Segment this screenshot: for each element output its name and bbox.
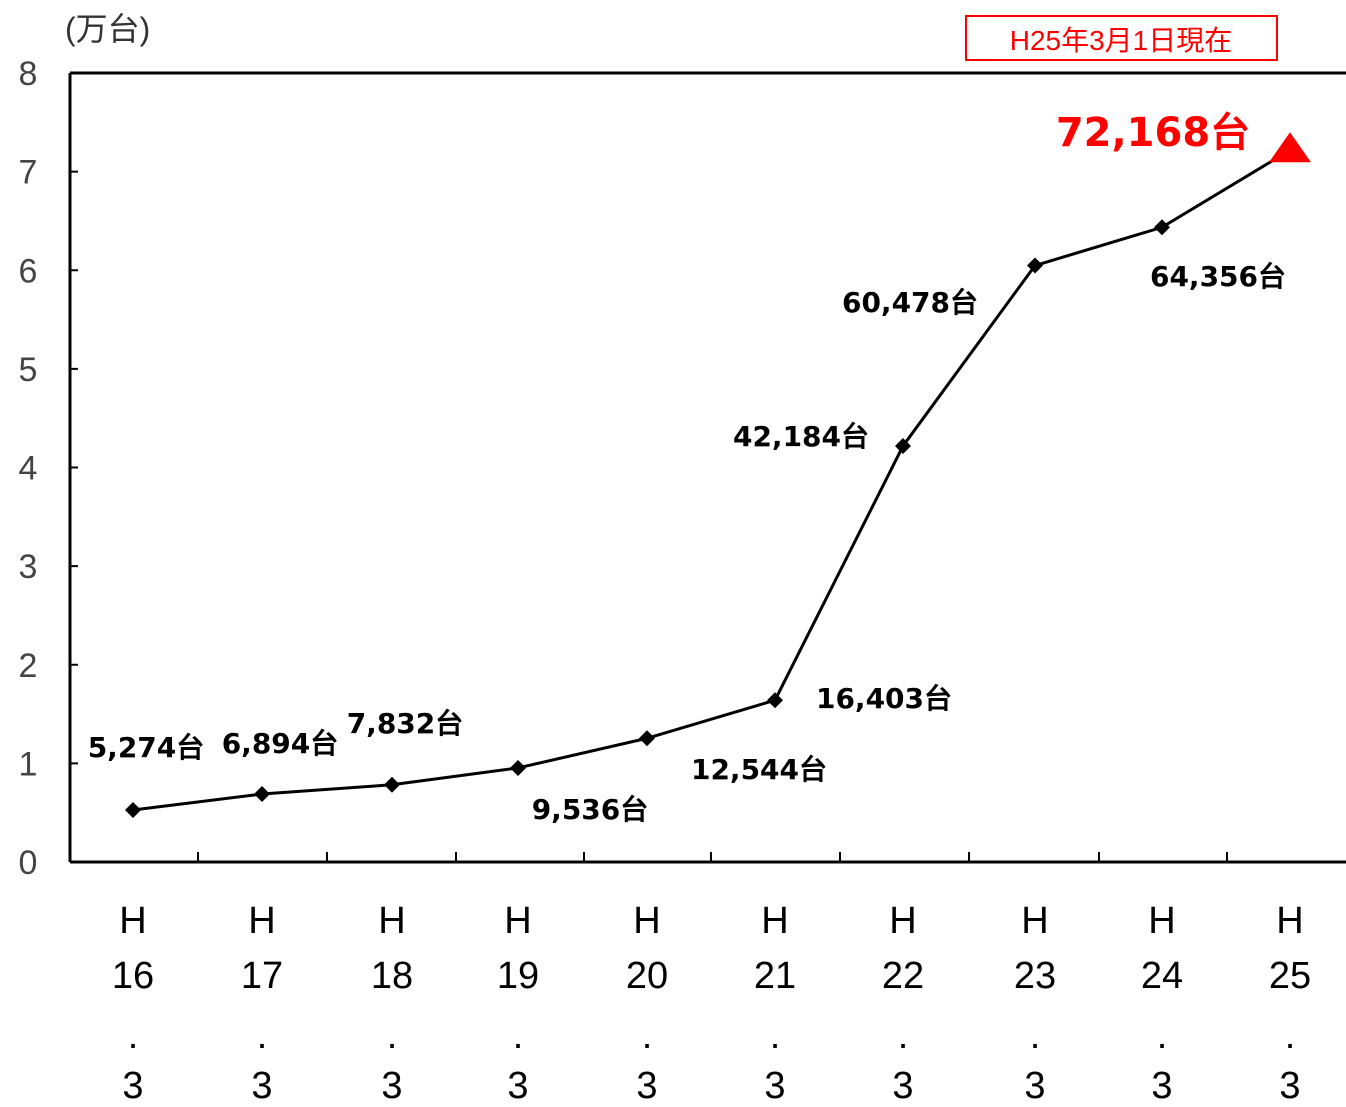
x-category-dot-label: . (1285, 1015, 1296, 1057)
x-category-month-label: 3 (507, 1065, 528, 1107)
x-category-month-label: 3 (764, 1065, 785, 1107)
x-category-dot-label: . (128, 1015, 139, 1057)
x-category-era-label: H (1021, 900, 1048, 942)
x-category-month-label: 3 (1024, 1065, 1045, 1107)
x-category-year-label: 25 (1269, 955, 1311, 997)
data-point-marker (639, 730, 655, 747)
y-tick-label: 5 (19, 351, 38, 389)
data-label: 5,274台 (88, 731, 205, 764)
x-category-year-label: 21 (754, 955, 796, 997)
x-category-era-label: H (1148, 900, 1175, 942)
y-tick-label: 3 (19, 548, 38, 586)
x-category-dot-label: . (898, 1015, 909, 1057)
y-tick-label: 2 (19, 647, 38, 685)
x-category-era-label: H (248, 900, 275, 942)
data-label: 9,536台 (532, 793, 649, 826)
plot-area: 012345678H16.3H17.3H18.3H19.3H20.3H21.3H… (19, 55, 1346, 1107)
x-category-month-label: 3 (381, 1065, 402, 1107)
x-category-year-label: 23 (1014, 955, 1056, 997)
data-point-marker (1154, 219, 1170, 236)
status-box: H25年3月1日現在 (965, 15, 1278, 61)
x-category-year-label: 18 (371, 955, 413, 997)
x-category-era-label: H (119, 900, 146, 942)
x-category-era-label: H (889, 900, 916, 942)
data-label: 7,832台 (347, 707, 464, 740)
x-category-month-label: 3 (892, 1065, 913, 1107)
highlight-triangle-marker (1269, 132, 1311, 163)
x-category-year-label: 16 (112, 955, 154, 997)
x-category-era-label: H (1276, 900, 1303, 942)
x-category-dot-label: . (387, 1015, 398, 1057)
x-category-month-label: 3 (1279, 1065, 1300, 1107)
x-category-month-label: 3 (1151, 1065, 1172, 1107)
status-box-text: H25年3月1日現在 (1010, 25, 1233, 56)
x-category-month-label: 3 (251, 1065, 272, 1107)
data-label: 72,168台 (1056, 110, 1250, 156)
data-point-marker (384, 776, 400, 793)
y-tick-label: 4 (19, 450, 38, 488)
x-category-era-label: H (761, 900, 788, 942)
data-point-marker (767, 692, 783, 709)
data-point-marker (125, 801, 141, 818)
data-label: 12,544台 (691, 753, 827, 786)
x-category-month-label: 3 (122, 1065, 143, 1107)
x-category-dot-label: . (770, 1015, 781, 1057)
y-tick-label: 0 (19, 844, 38, 882)
x-category-year-label: 22 (882, 955, 924, 997)
data-label: 16,403台 (816, 682, 952, 715)
data-label: 60,478台 (842, 286, 978, 319)
data-label: 6,894台 (222, 727, 339, 760)
x-category-era-label: H (378, 900, 405, 942)
x-category-month-label: 3 (636, 1065, 657, 1107)
data-point-marker (254, 786, 270, 803)
y-axis-unit-label: (万台) (65, 11, 150, 47)
y-tick-label: 1 (19, 745, 38, 783)
data-point-marker (1027, 257, 1043, 274)
x-category-dot-label: . (513, 1015, 524, 1057)
x-category-dot-label: . (257, 1015, 268, 1057)
data-point-marker (895, 437, 911, 454)
y-tick-label: 7 (19, 154, 38, 192)
y-tick-label: 8 (19, 55, 38, 93)
x-category-era-label: H (633, 900, 660, 942)
x-category-year-label: 19 (497, 955, 539, 997)
x-category-era-label: H (504, 900, 531, 942)
x-category-year-label: 20 (626, 955, 668, 997)
x-category-year-label: 17 (241, 955, 283, 997)
x-category-year-label: 24 (1141, 955, 1183, 997)
data-point-marker (510, 759, 526, 776)
y-tick-label: 6 (19, 252, 38, 290)
status-box-frame (965, 15, 1278, 61)
x-category-dot-label: . (1157, 1015, 1168, 1057)
x-category-dot-label: . (1030, 1015, 1041, 1057)
series-line (132, 148, 1291, 812)
data-label: 42,184台 (733, 420, 869, 453)
data-label: 64,356台 (1150, 260, 1286, 293)
x-category-dot-label: . (642, 1015, 653, 1057)
